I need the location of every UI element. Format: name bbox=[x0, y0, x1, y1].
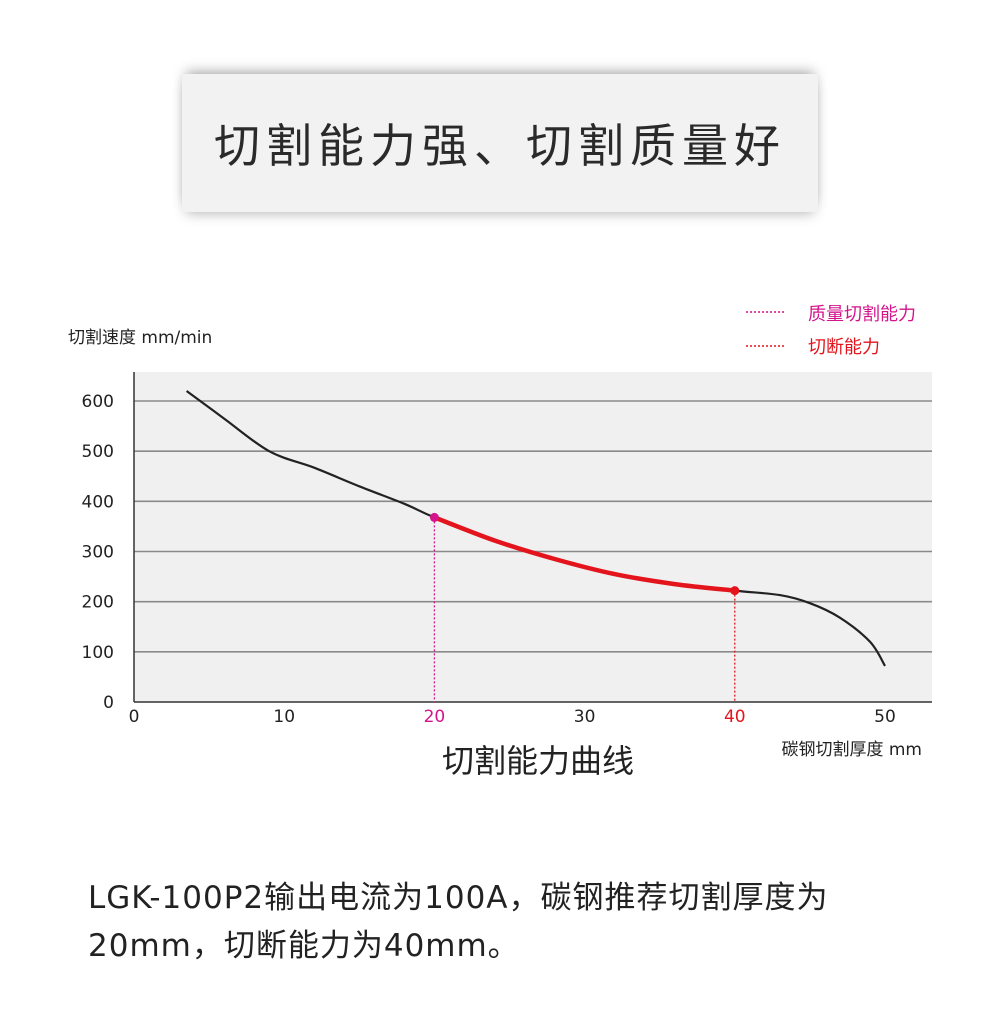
curve-markers bbox=[429, 512, 740, 596]
marker-point-20 bbox=[429, 512, 439, 522]
x-tick-labels: 0 10 20 30 40 50 bbox=[129, 707, 896, 727]
chart-title: 切割能力曲线 bbox=[442, 742, 634, 780]
legend: 质量切割能力 切断能力 bbox=[746, 304, 916, 358]
y-tick-label-600: 600 bbox=[82, 392, 114, 412]
banner-title: 切割能力强、切割质量好 bbox=[214, 119, 786, 173]
description-line-2: 20mm，切断能力为40mm。 bbox=[88, 928, 520, 964]
marker-guides bbox=[433, 517, 736, 702]
highlight-curve-segment bbox=[432, 515, 738, 593]
description-text: LGK-100P2输出电流为100A，碳钢推荐切割厚度为 20mm，切断能力为4… bbox=[88, 874, 968, 970]
x-axis-label: 碳钢切割厚度 mm bbox=[781, 740, 922, 760]
y-tick-label-400: 400 bbox=[82, 492, 114, 512]
title-banner: 切割能力强、切割质量好 bbox=[182, 74, 818, 212]
legend-label-severance: 切断能力 bbox=[808, 337, 880, 358]
cutting-capacity-chart: 0 100 200 300 400 500 600 0 10 20 30 40 50 切割速度 mm/… bbox=[68, 304, 932, 780]
y-tick-label-100: 100 bbox=[82, 643, 114, 663]
marker-point-40 bbox=[730, 586, 740, 596]
x-tick-label-10: 10 bbox=[273, 707, 295, 727]
x-tick-label-0: 0 bbox=[129, 707, 140, 727]
x-tick-label-50: 50 bbox=[874, 707, 896, 727]
y-tick-label-0: 0 bbox=[103, 693, 114, 713]
y-tick-label-200: 200 bbox=[82, 593, 114, 613]
plot-area bbox=[134, 372, 932, 702]
description-line-1: LGK-100P2输出电流为100A，碳钢推荐切割厚度为 bbox=[88, 880, 829, 916]
x-tick-label-20: 20 bbox=[424, 707, 446, 727]
x-tick-label-40: 40 bbox=[724, 707, 746, 727]
legend-label-quality: 质量切割能力 bbox=[808, 304, 916, 325]
y-tick-label-300: 300 bbox=[82, 543, 114, 563]
y-tick-label-500: 500 bbox=[82, 442, 114, 462]
y-tick-labels: 0 100 200 300 400 500 600 bbox=[82, 392, 114, 713]
y-axis-label: 切割速度 mm/min bbox=[68, 328, 212, 348]
x-tick-label-30: 30 bbox=[574, 707, 596, 727]
